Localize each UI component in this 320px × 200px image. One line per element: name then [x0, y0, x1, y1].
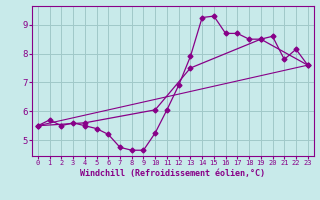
X-axis label: Windchill (Refroidissement éolien,°C): Windchill (Refroidissement éolien,°C) — [80, 169, 265, 178]
